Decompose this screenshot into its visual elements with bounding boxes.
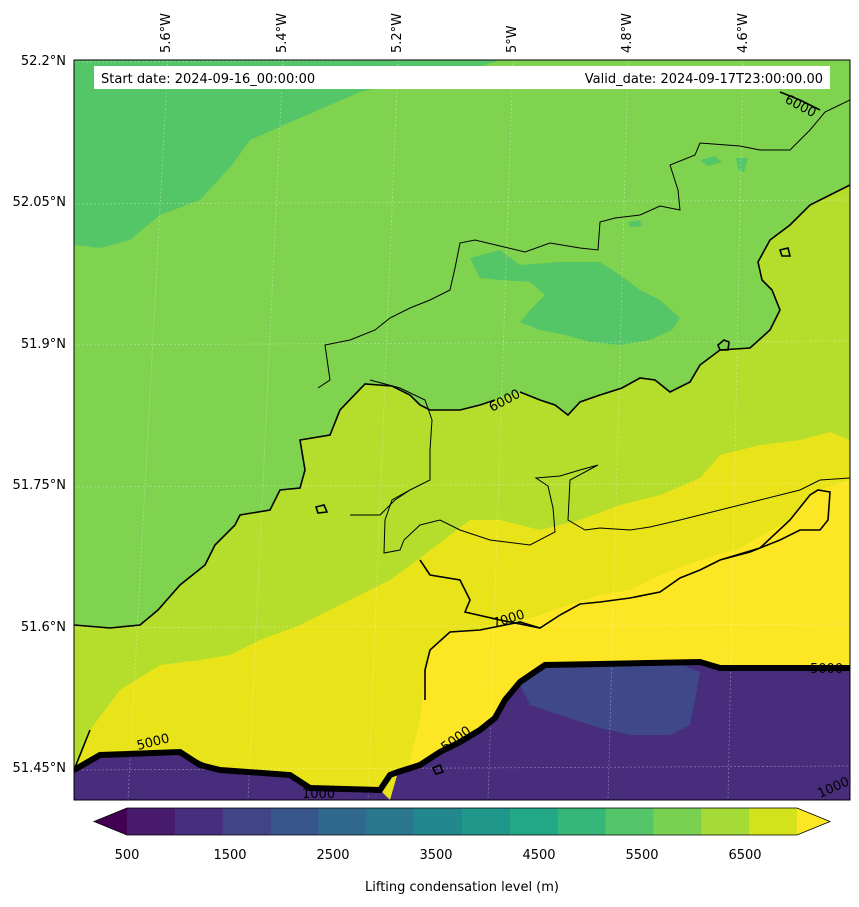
contour-6000-dot-1 [314,504,329,514]
colorbar-outline [92,807,832,836]
lat-tick-label: 52.05°N [13,195,66,210]
contour-7000-inner [424,621,541,700]
colorbar-segment [174,808,224,835]
colorbar-tick-label: 3500 [419,848,452,863]
contour-thin-central [317,99,850,389]
lon-tick-label: 5.4°W [275,13,290,53]
contour-thin-west [350,489,411,516]
colorbar-segment [270,808,319,835]
colorbar-segment [366,808,415,835]
colorbar-extend-max [797,808,830,835]
colorbar-segment [318,808,367,835]
longitude-ticks: 5.6°W 5.4°W 5.2°W 5°W 4.8°W 4.6°W [159,13,751,53]
lon-tick-label: 5°W [505,25,520,53]
lon-tick-label: 4.6°W [736,13,751,53]
colorbar-tick-label: 5500 [625,848,658,863]
lat-tick-label: 52.2°N [21,54,66,69]
graticule [74,60,850,800]
colorbar-extend-min [94,808,127,835]
contour-6000-north [779,91,821,111]
map-frame [73,59,851,801]
colorbar-tick-label: 1500 [213,848,246,863]
colorbar-ticks: 500 1500 2500 3500 4500 5500 6500 [115,848,762,863]
map-panel: 6000 6000 7000 5000 5000 5000 1000 1000 … [74,60,850,802]
colorbar-segment [509,808,559,835]
start-date-label: Start date: 2024-09-16_00:00:00 [101,72,315,87]
contour-7000 [74,489,831,771]
contour-thin-spur [369,379,850,554]
lcl-fill-5000-5500-central [470,250,680,345]
colorbar-tick-label: 6500 [728,848,761,863]
colorbar-title: Lifting condensation level (m) [365,880,559,895]
colorbar [92,807,832,836]
colorbar-segment [653,808,702,835]
lat-tick-label: 51.6°N [21,620,66,635]
colorbar-segment [557,808,607,835]
colorbar-tick-label: 4500 [522,848,555,863]
lcl-fill-5000-5500-speck-2 [736,158,748,172]
colorbar-segment [701,808,750,835]
lon-tick-label: 5.2°W [390,13,405,53]
colorbar-segment [749,808,798,835]
lon-tick-label: 4.8°W [620,13,635,53]
colorbar-segment [414,808,463,835]
contour-6000-main [74,184,850,629]
lon-tick-label: 5.6°W [159,13,174,53]
colorbar-segment [462,808,511,835]
lcl-fill-5000-5500-speck-1 [700,156,722,166]
lcl-fill-5000-5500-northwest [74,60,500,248]
lcl-fill-5000-5500-speck-3 [628,220,642,227]
contour-lines [74,91,850,794]
contour-6000-ring [717,339,730,351]
info-box [94,66,830,89]
contour-6000-dot-2 [778,247,792,257]
contour-label-5000-e: 5000 [810,662,843,677]
lcl-fill-1500-2000-southeast [520,664,700,735]
colorbar-segment [222,808,272,835]
colorbar-tick-label: 500 [115,848,140,863]
valid-date-label: Valid_date: 2024-09-17T23:00:00.00 [585,72,823,87]
colorbar-segment [605,808,654,835]
lat-tick-label: 51.45°N [13,761,66,776]
contour-5000 [74,658,850,794]
contour-label-1000-s: 1000 [302,787,335,802]
colorbar-segment [127,808,176,835]
contour-5000-islet [431,763,445,775]
colorbar-tick-label: 2500 [316,848,349,863]
lat-tick-label: 51.75°N [13,478,66,493]
latitude-ticks: 52.2°N 52.05°N 51.9°N 51.75°N 51.6°N 51.… [13,54,66,776]
lat-tick-label: 51.9°N [21,337,66,352]
lcl-fill-1000-1500-southwest [74,752,390,800]
